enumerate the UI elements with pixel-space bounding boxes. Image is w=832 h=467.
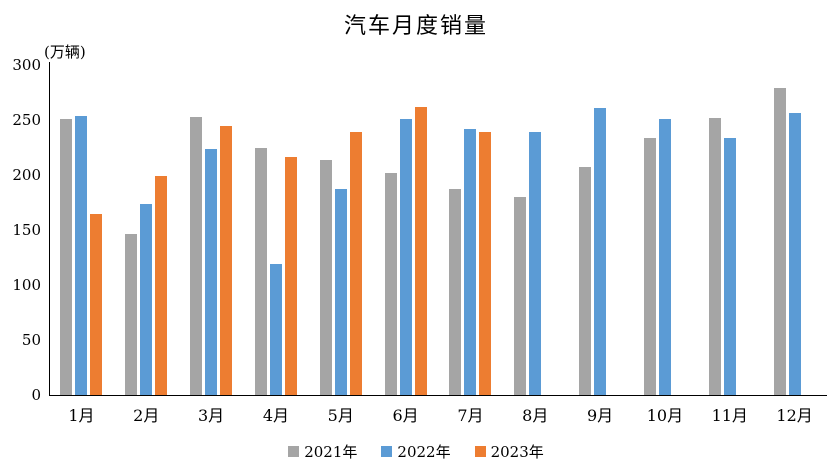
y-tick-label-0: 0 bbox=[31, 386, 41, 404]
bar-2021年-10月 bbox=[643, 137, 656, 395]
bar-2022年-6月 bbox=[399, 118, 412, 395]
bar-2023年-7月 bbox=[479, 132, 492, 395]
chart-title: 汽车月度销量 bbox=[343, 14, 488, 39]
bar-2021年-11月 bbox=[708, 117, 721, 395]
bar-2022年-8月 bbox=[529, 132, 542, 395]
legend-label: 2021年 bbox=[304, 443, 358, 461]
x-tick-label-11月: 11月 bbox=[711, 406, 748, 425]
bar-2023年-5月 bbox=[349, 132, 362, 395]
bar-2021年-8月 bbox=[514, 197, 527, 395]
y-tick-label-200: 200 bbox=[12, 166, 41, 184]
legend-item-2022年: 2022年 bbox=[381, 441, 451, 462]
y-tick-label-100: 100 bbox=[12, 276, 41, 294]
x-tick-label-5月: 5月 bbox=[327, 406, 354, 425]
bar-2022年-2月 bbox=[140, 203, 153, 395]
bar-2022年-3月 bbox=[205, 148, 218, 395]
bar-2022年-9月 bbox=[594, 107, 607, 395]
bar-2021年-1月 bbox=[60, 118, 73, 395]
bar-2021年-6月 bbox=[384, 172, 397, 395]
bar-2021年-7月 bbox=[449, 189, 462, 395]
y-axis-unit-label: (万辆) bbox=[44, 43, 86, 61]
bar-2022年-12月 bbox=[788, 113, 801, 395]
legend-swatch-icon bbox=[381, 446, 393, 457]
legend-swatch-icon bbox=[288, 446, 300, 457]
x-tick-label-4月: 4月 bbox=[262, 406, 289, 425]
legend-item-2021年: 2021年 bbox=[288, 441, 357, 462]
legend-label: 2023年 bbox=[490, 443, 544, 461]
x-tick-label-6月: 6月 bbox=[392, 406, 419, 425]
legend-swatch-icon bbox=[474, 446, 486, 457]
x-tick-label-8月: 8月 bbox=[522, 406, 549, 425]
x-tick-label-2月: 2月 bbox=[133, 406, 160, 425]
bar-2022年-10月 bbox=[658, 118, 671, 395]
bar-2021年-3月 bbox=[190, 116, 203, 395]
y-tick-label-300: 300 bbox=[12, 56, 41, 74]
x-tick-label-10月: 10月 bbox=[646, 406, 684, 425]
bar-2023年-6月 bbox=[414, 106, 427, 395]
legend: 2021年 2022年 2023年 bbox=[0, 441, 832, 462]
x-tick-label-12月: 12月 bbox=[776, 406, 813, 425]
bar-2023年-4月 bbox=[284, 157, 297, 395]
x-tick-label-9月: 9月 bbox=[586, 406, 614, 425]
x-tick-label-7月: 7月 bbox=[457, 406, 484, 425]
bar-2022年-5月 bbox=[334, 189, 347, 395]
bar-2023年-2月 bbox=[155, 176, 168, 395]
x-tick-label-3月: 3月 bbox=[197, 406, 225, 425]
y-tick-label-50: 50 bbox=[21, 331, 41, 349]
bar-2021年-2月 bbox=[125, 234, 138, 395]
y-tick-label-250: 250 bbox=[12, 111, 41, 129]
legend-item-2023年: 2023年 bbox=[474, 441, 544, 462]
bar-2021年-9月 bbox=[579, 167, 592, 395]
bar-2023年-1月 bbox=[90, 213, 103, 395]
y-axis-line bbox=[49, 62, 50, 396]
x-tick-label-1月: 1月 bbox=[68, 406, 95, 425]
bar-2021年-5月 bbox=[319, 159, 332, 395]
bar-2021年-12月 bbox=[773, 88, 786, 395]
bar-2022年-11月 bbox=[723, 137, 736, 395]
bar-2023年-3月 bbox=[220, 125, 233, 395]
bar-2022年-4月 bbox=[269, 264, 282, 395]
bar-2021年-4月 bbox=[254, 147, 267, 395]
legend-label: 2022年 bbox=[397, 443, 451, 461]
x-axis-line bbox=[49, 395, 827, 396]
bar-2022年-7月 bbox=[464, 128, 477, 395]
bar-2022年-1月 bbox=[75, 115, 88, 395]
y-tick-label-150: 150 bbox=[12, 221, 41, 239]
